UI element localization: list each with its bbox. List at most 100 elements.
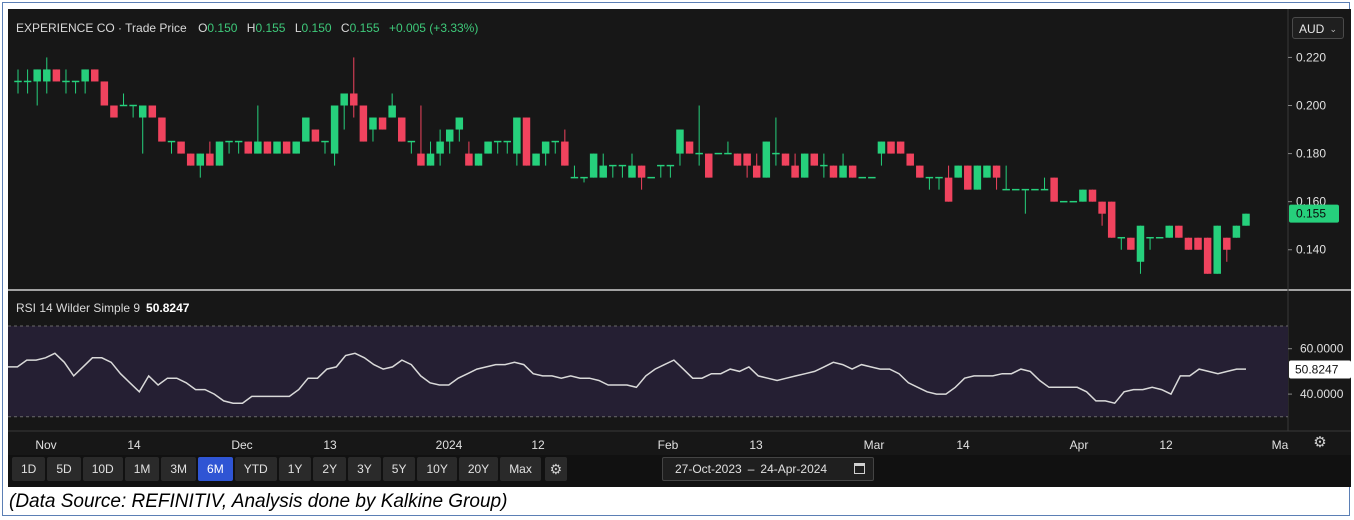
- candle-down: [705, 153, 713, 178]
- range-button-ytd[interactable]: YTD: [234, 457, 277, 481]
- candle-up: [196, 153, 205, 166]
- candle-down: [1098, 201, 1106, 214]
- source-caption: (Data Source: REFINITIV, Analysis done b…: [9, 491, 508, 512]
- candle-up: [1213, 225, 1221, 274]
- candle-up: [858, 176, 866, 179]
- x-tick-label: 12: [1159, 438, 1173, 452]
- x-tick-label: 2024: [436, 438, 463, 452]
- range-button-10d[interactable]: 10D: [82, 457, 123, 481]
- candle-up: [407, 140, 416, 143]
- range-button-6m[interactable]: 6M: [198, 457, 233, 481]
- candle-down: [100, 81, 109, 106]
- rsi-tick-label: 40.0000: [1300, 387, 1344, 401]
- range-button-2y[interactable]: 2Y: [313, 457, 347, 481]
- candle-up: [254, 141, 262, 154]
- candle-up: [983, 165, 991, 178]
- candle-down: [1194, 237, 1202, 250]
- candle-up: [234, 140, 243, 143]
- price-tick-label: 0.180: [1296, 147, 1326, 161]
- chart-area: 0.220 0.200 0.180 0.160 0.140 60.0000 40.0000 0…: [8, 9, 1351, 487]
- x-tick-label: Ma: [1272, 438, 1289, 452]
- candle-down: [350, 93, 358, 106]
- candle-up: [493, 140, 502, 143]
- candle-down: [1223, 237, 1231, 250]
- x-tick-label: 14: [127, 438, 141, 452]
- candle-up: [1040, 188, 1049, 191]
- candle-down: [282, 141, 291, 154]
- candle-up: [1012, 188, 1020, 191]
- candle-up: [292, 141, 300, 154]
- candle-up: [1165, 225, 1173, 238]
- range-button-3y[interactable]: 3Y: [348, 457, 381, 481]
- x-tick-label: Nov: [35, 438, 56, 452]
- range-button-1y[interactable]: 1Y: [278, 457, 312, 481]
- candle-up: [455, 117, 464, 130]
- candle-up: [436, 141, 444, 154]
- candle-up: [1021, 188, 1030, 191]
- candle-up: [1031, 188, 1039, 191]
- candle-up: [71, 80, 80, 83]
- candle-up: [1069, 200, 1078, 203]
- date-from: 27-Oct-2023: [675, 462, 742, 476]
- rsi-legend: RSI 14 Wilder Simple 9 50.8247: [16, 301, 189, 315]
- candle-up: [43, 69, 51, 82]
- calendar-icon: [854, 463, 865, 474]
- candle-down: [91, 69, 99, 82]
- candle-up: [800, 153, 809, 178]
- candle-up: [570, 176, 579, 179]
- date-separator-icon: –: [747, 462, 755, 476]
- price-tick-label: 0.220: [1296, 50, 1326, 64]
- candle-up: [14, 80, 22, 83]
- x-tick-label: Dec: [231, 438, 252, 452]
- range-button-max[interactable]: Max: [500, 457, 541, 481]
- candle-up: [772, 152, 780, 155]
- chart-svg: 0.2200.2000.1800.1600.14060.000040.00000…: [8, 9, 1351, 487]
- candle-up: [445, 129, 454, 142]
- candle-down: [781, 153, 790, 166]
- candle-up: [666, 164, 675, 167]
- candle-up: [503, 140, 512, 143]
- candle-up: [1242, 213, 1250, 226]
- candle-up: [609, 164, 617, 167]
- candle-up: [1232, 225, 1241, 238]
- candle-down: [1203, 237, 1212, 274]
- x-tick-label: Apr: [1070, 438, 1089, 452]
- range-button-5d[interactable]: 5D: [47, 457, 81, 481]
- range-button-5y[interactable]: 5Y: [382, 457, 416, 481]
- candle-up: [628, 165, 636, 178]
- candle-up: [714, 152, 723, 155]
- candle-up: [935, 176, 943, 179]
- candle-down: [263, 141, 272, 154]
- candle-down: [311, 129, 320, 142]
- candle-up: [839, 165, 847, 178]
- candle-down: [465, 153, 473, 166]
- candle-down: [752, 165, 761, 178]
- x-tick-label: 14: [956, 438, 970, 452]
- low-label: L: [294, 21, 302, 35]
- candle-down: [561, 141, 569, 166]
- change-value: +0.005 (+3.33%): [388, 21, 479, 35]
- rsi-line: [8, 352, 1246, 405]
- range-button-10y[interactable]: 10Y: [417, 457, 457, 481]
- range-button-1d[interactable]: 1D: [12, 457, 46, 481]
- candle-down: [791, 165, 799, 178]
- candle-down: [244, 141, 252, 154]
- date-range-picker[interactable]: 27-Oct-2023–24-Apr-2024: [662, 457, 874, 481]
- candle-down: [944, 177, 953, 202]
- candle-up: [580, 176, 588, 179]
- candle-up: [138, 105, 147, 118]
- candle-down: [359, 105, 368, 142]
- candle-up: [302, 117, 310, 142]
- range-button-3m[interactable]: 3M: [161, 457, 197, 481]
- range-button-20y[interactable]: 20Y: [458, 457, 499, 481]
- candle-up: [925, 176, 934, 179]
- range-settings-gear-icon[interactable]: ⚙: [544, 457, 567, 481]
- candle-down: [637, 165, 646, 178]
- candle-down: [52, 69, 61, 82]
- currency-select[interactable]: AUD ⌄: [1292, 17, 1344, 39]
- candle-up: [474, 153, 483, 166]
- settings-gear-icon[interactable]: ⚙: [1313, 434, 1327, 451]
- range-button-1m[interactable]: 1M: [124, 457, 160, 481]
- candle-up: [1155, 236, 1164, 239]
- x-tick-label: Mar: [864, 438, 885, 452]
